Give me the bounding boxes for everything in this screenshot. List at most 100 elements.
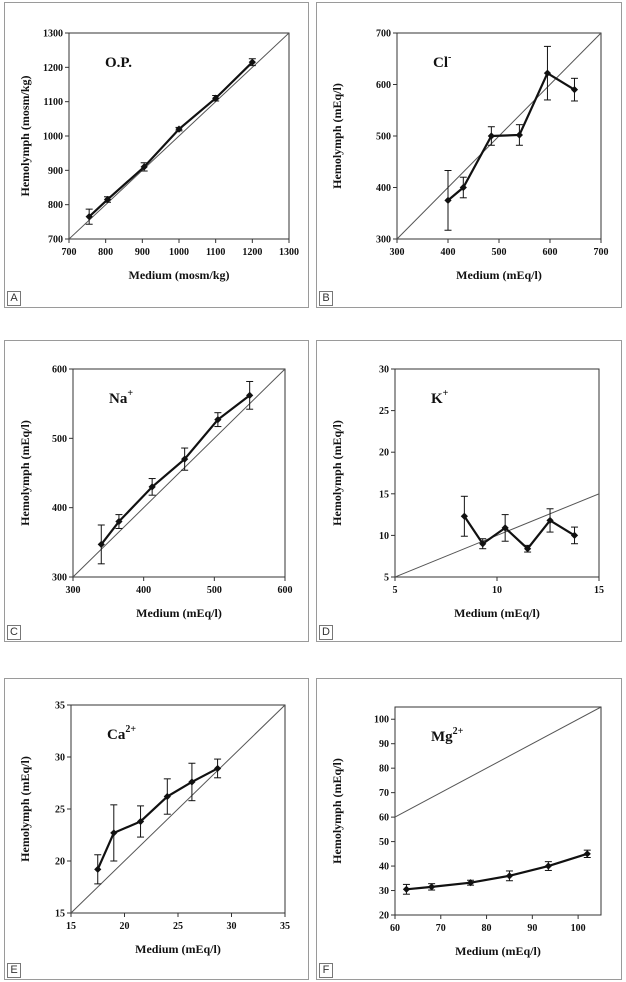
chart-e-title: Ca2+: [107, 724, 136, 743]
chart-d-title: K+: [431, 388, 449, 407]
chart-e-y-tick-label: 20: [55, 857, 65, 868]
chart-f-y-tick-label: 30: [379, 886, 389, 897]
chart-f-data-point: [505, 872, 514, 880]
chart-e-data-point: [213, 764, 222, 773]
chart-d-data-point: [570, 531, 579, 539]
panel-letter-d: D: [319, 625, 333, 640]
chart-a-x-tick-label: 800: [98, 247, 113, 258]
chart-b-data-point: [459, 183, 467, 192]
chart-e-data-point: [110, 829, 118, 837]
chart-e-y-tick-label: 35: [55, 701, 65, 712]
chart-b-x-tick-label: 400: [441, 247, 456, 258]
chart-c-x-tick-label: 500: [207, 585, 222, 596]
chart-c-y-tick-label: 300: [52, 573, 67, 584]
chart-a-y-tick-label: 700: [48, 235, 63, 246]
chart-f-y-axis-title: Hemolymph (mEq/l): [330, 758, 344, 864]
chart-d-x-tick-label: 15: [594, 585, 604, 596]
chart-b-x-tick-label: 600: [543, 247, 558, 258]
chart-a-data-point: [85, 213, 93, 221]
chart-c-isosmotic-line: [73, 369, 285, 577]
chart-b-series-line: [447, 71, 576, 202]
chart-b-title: Cl-: [433, 52, 451, 71]
chart-d-plot-frame: [394, 368, 600, 578]
chart-d-x-tick-label: 5: [393, 585, 398, 596]
chart-e-title-superscript: 2+: [125, 724, 136, 735]
chart-a-data-point: [103, 195, 112, 204]
chart-e-y-tick-label: 25: [55, 805, 65, 816]
chart-a-x-tick-label: 1200: [242, 247, 262, 258]
chart-a-y-tick-label: 800: [48, 200, 63, 211]
chart-d-isosmotic-line: [395, 493, 599, 577]
chart-f-y-tick-label: 100: [374, 715, 389, 726]
chart-f-series-line: [406, 852, 588, 891]
chart-c-plot-frame: [72, 368, 286, 578]
chart-b-y-tick-label: 600: [376, 80, 391, 91]
chart-f-y-tick-label: 80: [379, 764, 389, 775]
chart-a-x-tick-label: 1300: [279, 247, 299, 258]
chart-a-x-tick-label: 1100: [206, 247, 225, 258]
chart-a-title-text: O.P.: [105, 55, 132, 71]
chart-f-title-text: Mg: [431, 729, 453, 745]
chart-c-y-tick-label: 400: [52, 503, 67, 514]
chart-c-svg: 300 400 500 600 300 400 500 600 Medium (mEq/l) He…: [18, 365, 293, 621]
chart-c-title: Na+: [109, 388, 133, 407]
chart-c-data-point: [115, 517, 123, 526]
chart-b-x-tick-label: 700: [594, 247, 609, 258]
chart-panel-e: 15 20 25 30 35 15 20 25 30 35 Medium (mEq/l) Hemoly…: [4, 678, 309, 980]
chart-a-data-point: [175, 125, 183, 133]
chart-f-y-tick-label: 60: [379, 813, 389, 824]
chart-f-x-tick-label: 80: [482, 923, 492, 934]
chart-d-title-superscript: +: [443, 388, 449, 399]
panel-letter-a: A: [7, 291, 21, 306]
chart-panel-a: 700 800 900 1000 1100 1200 1300 700 800 900 1000 11…: [4, 2, 309, 308]
chart-c-title-superscript: +: [127, 388, 133, 399]
chart-d-x-axis-title: Medium (mEq/l): [454, 606, 540, 620]
chart-d-title-text: K: [431, 391, 443, 407]
panel-letter-c: C: [7, 625, 21, 640]
chart-a-y-tick-label: 1200: [43, 63, 63, 74]
chart-f-x-axis-title: Medium (mEq/l): [455, 944, 541, 958]
chart-e-y-tick-label: 30: [55, 753, 65, 764]
chart-a-y-tick-label: 1100: [44, 97, 63, 108]
chart-e-x-tick-label: 30: [227, 921, 237, 932]
chart-f-x-tick-label: 60: [390, 923, 400, 934]
chart-c-x-axis-title: Medium (mEq/l): [136, 606, 222, 620]
chart-b-data-point: [444, 196, 452, 204]
chart-e-svg: 15 20 25 30 35 15 20 25 30 35 Medium (mEq/l) Hemoly…: [18, 701, 290, 957]
panel-letter-f: F: [319, 963, 333, 978]
chart-f-svg: 60 70 80 90 100 20 30 40 50 60 70 80 90 100 Medium (mE…: [330, 706, 602, 958]
chart-b-x-tick-label: 500: [492, 247, 507, 258]
chart-a-data-point: [248, 58, 256, 66]
chart-f-x-tick-label: 100: [571, 923, 586, 934]
chart-b-x-axis-title: Medium (mEq/l): [456, 268, 542, 282]
chart-c-data-point: [97, 540, 105, 549]
chart-c-x-tick-label: 600: [278, 585, 293, 596]
chart-d-y-tick-label: 20: [379, 448, 389, 459]
chart-c-x-tick-label: 400: [136, 585, 151, 596]
chart-c-title-text: Na: [109, 391, 128, 407]
chart-d-y-tick-label: 5: [384, 573, 389, 584]
chart-b-data-point: [515, 131, 523, 139]
chart-a-x-axis-title: Medium (mosm/kg): [129, 268, 230, 282]
panel-letter-e: E: [7, 963, 21, 978]
chart-f-y-tick-label: 20: [379, 911, 389, 922]
chart-a-y-tick-label: 900: [48, 166, 63, 177]
chart-d-x-tick-label: 10: [492, 585, 502, 596]
chart-b-y-tick-label: 400: [376, 183, 391, 194]
chart-b-data-point: [570, 86, 579, 94]
chart-b-y-tick-label: 500: [376, 132, 391, 143]
chart-e-x-tick-label: 15: [66, 921, 76, 932]
chart-panel-b: 300 400 500 600 700 300 400 500 600 700 Medium (mE…: [316, 2, 622, 308]
chart-f-data-point: [583, 850, 591, 858]
chart-e-data-point: [94, 865, 102, 873]
chart-e-series-line: [96, 767, 219, 870]
chart-a-svg: 700 800 900 1000 1100 1200 1300 700 800 900 1000 11…: [18, 29, 299, 283]
chart-e-title-text: Ca: [107, 727, 126, 743]
chart-e-y-tick-label: 15: [55, 909, 65, 920]
chart-a-y-tick-label: 1000: [43, 132, 63, 143]
chart-f-title-superscript: 2+: [453, 726, 464, 737]
chart-a-data-point: [140, 163, 148, 171]
chart-f-x-tick-label: 70: [436, 923, 446, 934]
chart-f-y-tick-label: 50: [379, 837, 389, 848]
chart-c-series-line: [100, 394, 251, 546]
